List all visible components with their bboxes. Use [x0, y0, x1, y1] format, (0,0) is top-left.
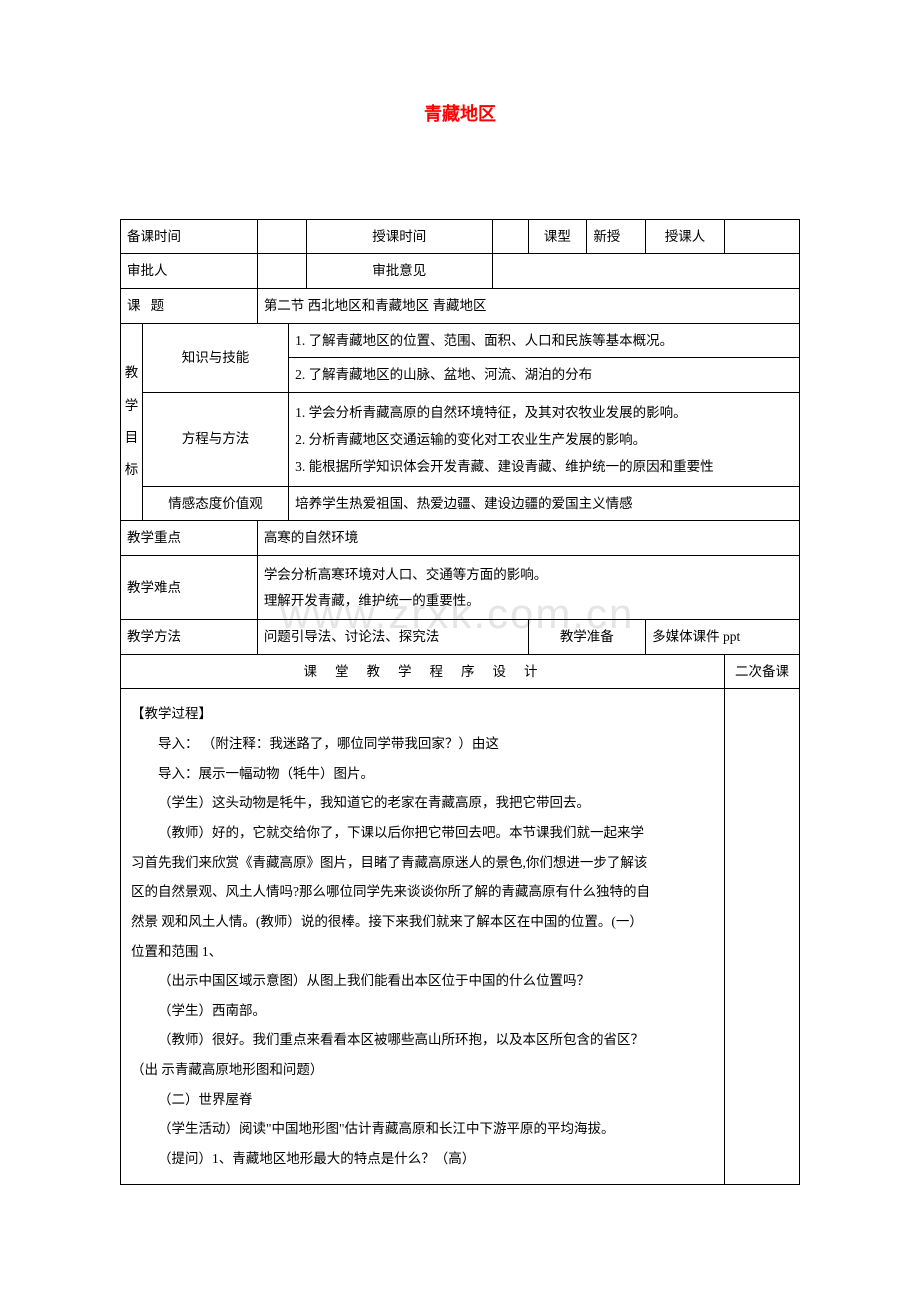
method-content: 1. 学会分析青藏高原的自然环境特征，及其对农牧业发展的影响。 2. 分析青藏地…: [289, 392, 800, 486]
proc-p15: （提问）1、青藏地区地形最大的特点是什么？（高）: [131, 1146, 714, 1172]
approver-label: 审批人: [121, 254, 258, 289]
proc-p5: 习首先我们来欣赏《青藏高原》图片，目睹了青藏高原迷人的景色,你们想进一步了解该: [131, 850, 714, 876]
header-row-2: 审批人 审批意见: [121, 254, 800, 289]
proc-p7: 然景 观和风土人情。(教师）说的很棒。接下来我们就来了解本区在中国的位置。(一）: [131, 909, 714, 935]
objectives-sidebar: 教 学 目 标: [121, 323, 143, 521]
approval-opinion-value: [492, 254, 799, 289]
difficulty-label: 教学难点: [121, 555, 258, 619]
side-char-3: 目: [125, 430, 139, 445]
lesson-plan-table: 备课时间 授课时间 课型 新授 授课人 审批人 审批意见 课 题 第二节 西北地…: [120, 219, 800, 1185]
proc-p13: （二）世界屋脊: [131, 1087, 714, 1113]
proc-p0: 【教学过程】: [131, 701, 714, 727]
focus-row: 教学重点 高寒的自然环境: [121, 521, 800, 556]
method-1: 1. 学会分析青藏高原的自然环境特征，及其对农牧业发展的影响。: [295, 405, 687, 420]
second-prep-content: [725, 689, 800, 1184]
focus-label: 教学重点: [121, 521, 258, 556]
difficulty-row: 教学难点 学会分析高寒环境对人口、交通等方面的影响。 理解开发青藏，维护统一的重…: [121, 555, 800, 619]
difficulty-2: 理解开发青藏，维护统一的重要性。: [264, 593, 480, 608]
proc-p8: 位置和范围 1、: [131, 939, 714, 965]
teach-method-row: 教学方法 问题引导法、讨论法、探究法 教学准备 多媒体课件 ppt: [121, 620, 800, 655]
approval-opinion-label: 审批意见: [307, 254, 493, 289]
side-char-4: 标: [125, 462, 139, 477]
proc-p9: （出示中国区域示意图）从图上我们能看出本区位于中国的什么位置吗？: [131, 968, 714, 994]
procedure-header-row: 课堂教学程序设计 二次备课: [121, 654, 800, 689]
focus-value: 高寒的自然环境: [257, 521, 799, 556]
knowledge-1: 1. 了解青藏地区的位置、范围、面积、人口和民族等基本概况。: [289, 323, 800, 358]
topic-label: 课 题: [121, 288, 258, 323]
approver-value: [257, 254, 306, 289]
proc-p11: （教师）很好。我们重点来看看本区被哪些高山所环抱，以及本区所包含的省区？: [131, 1027, 714, 1053]
proc-p4: （教师）好的，它就交给你了，下课以后你把它带回去吧。本节课我们就一起来学: [131, 820, 714, 846]
proc-p6: 区的自然景观、风土人情吗?那么哪位同学先来谈谈你所了解的青藏高原有什么独特的自: [131, 879, 714, 905]
procedure-content-row: 【教学过程】 导入： （附注释：我迷路了，哪位同学带我回家？）由这 导入：展示一…: [121, 689, 800, 1184]
knowledge-2: 2. 了解青藏地区的山脉、盆地、河流、湖泊的分布: [289, 358, 800, 393]
proc-p1: 导入： （附注释：我迷路了，哪位同学带我回家？）由这: [131, 731, 714, 757]
attitude-value: 培养学生热爱祖国、热爱边疆、建设边疆的爱国主义情感: [289, 486, 800, 521]
topic-value: 第二节 西北地区和青藏地区 青藏地区: [257, 288, 799, 323]
teach-time-label: 授课时间: [307, 219, 493, 254]
attitude-label: 情感态度价值观: [143, 486, 289, 521]
header-row-1: 备课时间 授课时间 课型 新授 授课人: [121, 219, 800, 254]
topic-char-2: 题: [151, 298, 165, 313]
method-2: 2. 分析青藏地区交通运输的变化对工农业生产发展的影响。: [295, 432, 646, 447]
difficulty-1: 学会分析高寒环境对人口、交通等方面的影响。: [264, 567, 548, 582]
proc-p3: （学生）这头动物是牦牛，我知道它的老家在青藏高原，我把它带回去。: [131, 790, 714, 816]
teach-method-value: 问题引导法、讨论法、探究法: [257, 620, 528, 655]
teach-time-value: [492, 219, 528, 254]
teach-method-label: 教学方法: [121, 620, 258, 655]
topic-row: 课 题 第二节 西北地区和青藏地区 青藏地区: [121, 288, 800, 323]
method-3: 3. 能根据所学知识体会开发青藏、建设青藏、维护统一的原因和重要性: [295, 459, 714, 474]
method-row: 方程与方法 1. 学会分析青藏高原的自然环境特征，及其对农牧业发展的影响。 2.…: [121, 392, 800, 486]
difficulty-content: 学会分析高寒环境对人口、交通等方面的影响。 理解开发青藏，维护统一的重要性。: [257, 555, 799, 619]
proc-p10: （学生）西南部。: [131, 998, 714, 1024]
procedure-header: 课堂教学程序设计: [121, 654, 725, 689]
second-prep-label: 二次备课: [725, 654, 800, 689]
teacher-value: [725, 219, 800, 254]
proc-p12: （出 示青藏高原地形图和问题）: [131, 1057, 714, 1083]
proc-p14: （学生活动）阅读"中国地形图"估计青藏高原和长江中下游平原的平均海拔。: [131, 1116, 714, 1142]
attitude-row: 情感态度价值观 培养学生热爱祖国、热爱边疆、建设边疆的爱国主义情感: [121, 486, 800, 521]
knowledge-label: 知识与技能: [143, 323, 289, 392]
knowledge-row: 教 学 目 标 知识与技能 1. 了解青藏地区的位置、范围、面积、人口和民族等基…: [121, 323, 800, 358]
prep-label: 教学准备: [528, 620, 646, 655]
side-char-1: 教: [125, 365, 139, 380]
side-char-2: 学: [125, 398, 139, 413]
topic-char-1: 课: [127, 298, 141, 313]
method-label: 方程与方法: [143, 392, 289, 486]
prep-time-value: [257, 219, 306, 254]
procedure-content: 【教学过程】 导入： （附注释：我迷路了，哪位同学带我回家？）由这 导入：展示一…: [121, 689, 725, 1184]
prep-time-label: 备课时间: [121, 219, 258, 254]
class-type-value: 新授: [587, 219, 646, 254]
document-title: 青藏地区: [120, 100, 800, 129]
class-type-label: 课型: [528, 219, 587, 254]
proc-p2: 导入：展示一幅动物（牦牛）图片。: [131, 761, 714, 787]
prep-value: 多媒体课件 ppt: [646, 620, 800, 655]
teacher-label: 授课人: [646, 219, 725, 254]
